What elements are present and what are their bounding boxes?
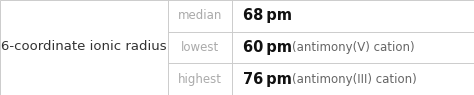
Text: 76 pm: 76 pm: [243, 72, 292, 87]
Text: (antimony(V) cation): (antimony(V) cation): [292, 41, 415, 54]
Text: highest: highest: [178, 73, 222, 86]
Text: 68 pm: 68 pm: [243, 8, 292, 23]
Text: 6-coordinate ionic radius: 6-coordinate ionic radius: [1, 40, 167, 53]
Text: median: median: [178, 9, 222, 22]
Text: (antimony(III) cation): (antimony(III) cation): [292, 73, 417, 86]
Text: 60 pm: 60 pm: [243, 40, 292, 55]
Text: lowest: lowest: [181, 41, 219, 54]
